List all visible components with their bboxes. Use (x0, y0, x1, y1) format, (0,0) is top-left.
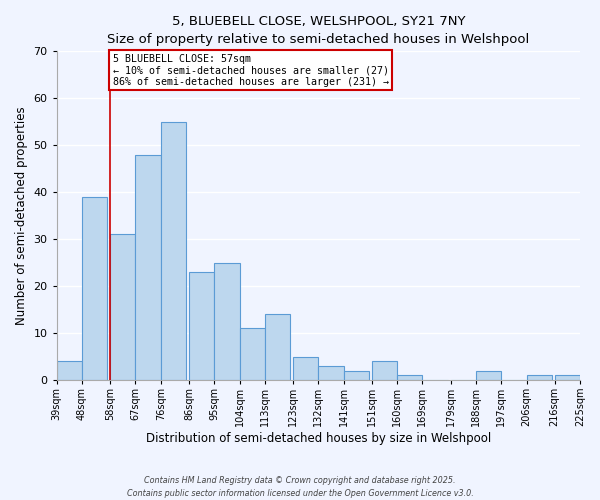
Bar (293, 356, 319, 380)
Bar (161, 122, 186, 380)
Bar (527, 376, 552, 380)
Bar (110, 234, 136, 380)
Text: 5 BLUEBELL CLOSE: 57sqm
← 10% of semi-detached houses are smaller (27)
86% of se: 5 BLUEBELL CLOSE: 57sqm ← 10% of semi-de… (113, 54, 389, 87)
Bar (57, 361, 82, 380)
Bar (476, 370, 501, 380)
Bar (344, 370, 369, 380)
Bar (239, 328, 265, 380)
Bar (319, 366, 344, 380)
Bar (372, 361, 397, 380)
Y-axis label: Number of semi-detached properties: Number of semi-detached properties (15, 106, 28, 325)
Bar (189, 272, 214, 380)
Title: 5, BLUEBELL CLOSE, WELSHPOOL, SY21 7NY
Size of property relative to semi-detache: 5, BLUEBELL CLOSE, WELSHPOOL, SY21 7NY S… (107, 15, 529, 46)
Bar (82, 197, 107, 380)
Bar (397, 376, 422, 380)
Bar (265, 314, 290, 380)
X-axis label: Distribution of semi-detached houses by size in Welshpool: Distribution of semi-detached houses by … (146, 432, 491, 445)
Bar (554, 376, 580, 380)
Bar (136, 154, 161, 380)
Bar (214, 262, 239, 380)
Text: Contains HM Land Registry data © Crown copyright and database right 2025.
Contai: Contains HM Land Registry data © Crown c… (127, 476, 473, 498)
